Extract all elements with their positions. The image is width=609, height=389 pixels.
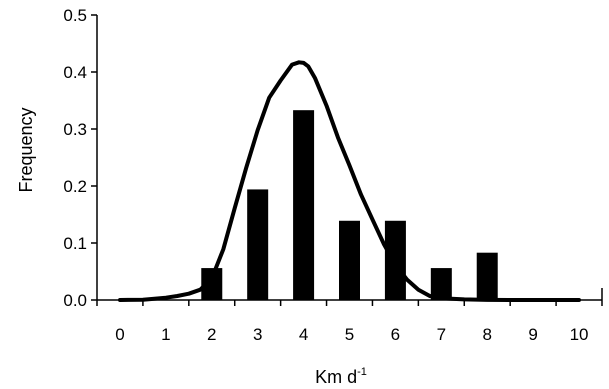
x-tick-label: 3 xyxy=(253,325,262,344)
x-tick-label: 5 xyxy=(345,325,354,344)
x-axis-title-superscript: -1 xyxy=(357,366,367,378)
y-tick-label: 0.5 xyxy=(63,6,87,25)
x-tick-label: 7 xyxy=(437,325,446,344)
fitted-curve-line xyxy=(118,60,581,302)
y-tick-label: 0.3 xyxy=(63,120,87,139)
y-axis-ticks: 0.0 0.1 0.2 0.3 0.4 0.5 xyxy=(63,6,97,310)
x-axis-title: Km d-1 xyxy=(315,366,367,387)
x-axis-title-main: Km d xyxy=(315,367,357,387)
bar xyxy=(476,252,498,300)
x-tick-label: 4 xyxy=(299,325,308,344)
bar xyxy=(201,268,223,300)
bar xyxy=(384,220,406,300)
x-tick-label: 9 xyxy=(528,325,537,344)
y-tick-label: 0.2 xyxy=(63,177,87,196)
bar xyxy=(293,110,315,300)
y-tick-label: 0.1 xyxy=(63,234,87,253)
bar xyxy=(339,220,360,300)
bar xyxy=(247,189,269,300)
y-tick-label: 0.0 xyxy=(63,291,87,310)
bar xyxy=(430,268,452,300)
y-tick-label: 0.4 xyxy=(63,63,87,82)
x-tick-label: 1 xyxy=(161,325,170,344)
x-tick-label: 10 xyxy=(570,325,589,344)
x-axis-ticks: 0 1 2 3 4 5 6 7 8 9 10 xyxy=(96,300,603,344)
x-tick-label: 6 xyxy=(391,325,400,344)
x-tick-label: 2 xyxy=(207,325,216,344)
x-tick-label: 0 xyxy=(115,325,124,344)
x-tick-label: 8 xyxy=(482,325,491,344)
bar-series xyxy=(201,110,498,300)
y-axis-title: Frequency xyxy=(16,107,36,192)
